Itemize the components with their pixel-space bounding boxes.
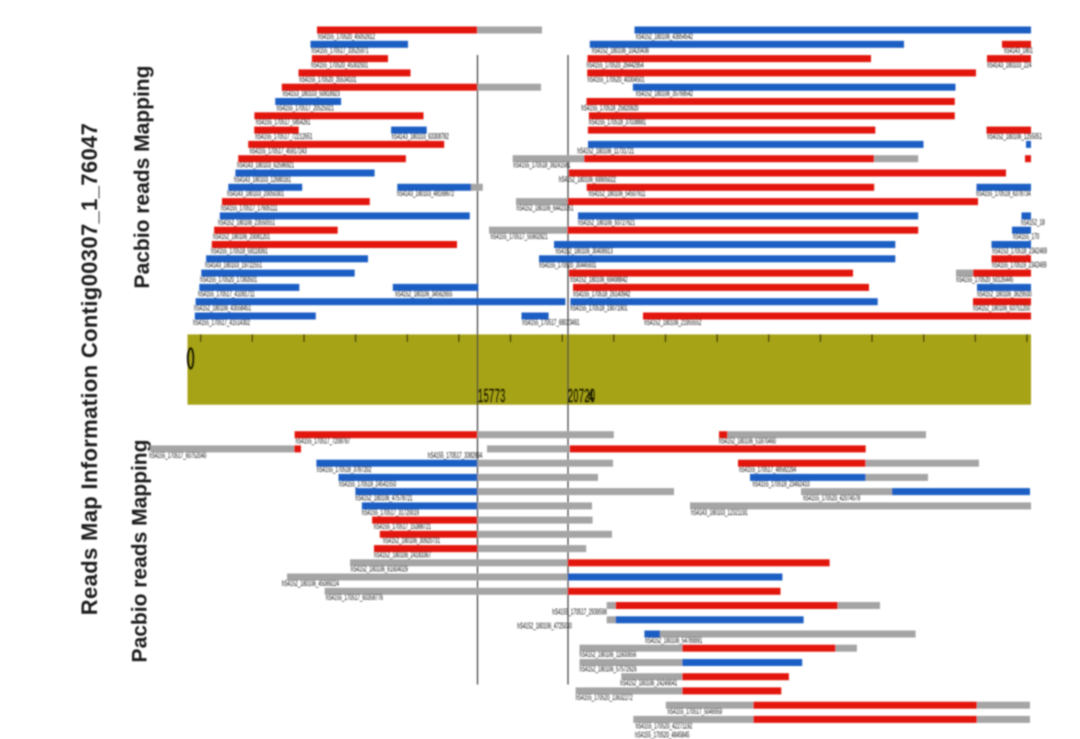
svg-text:hS4155_170520_45052612: hS4155_170520_45052612 [318, 33, 375, 42]
svg-text:hS4152_180106_24183367: hS4152_180106_24183367 [374, 551, 431, 560]
svg-text:hS4155_170520_17363501: hS4155_170520_17363501 [200, 276, 257, 285]
svg-text:hS4152_180106_1255051: hS4152_180106_1255051 [987, 133, 1042, 142]
svg-text:hS4152_18: hS4152_18 [1021, 219, 1045, 228]
svg-text:hS4152_180106_23550551: hS4152_180106_23550551 [218, 219, 275, 228]
svg-text:hS4155_170520_42271192: hS4155_170520_42271192 [636, 722, 693, 731]
svg-text:Reads Map Information Contig00: Reads Map Information Contig00307_1_7604… [77, 123, 102, 615]
svg-text:hS4152_180106_30920731: hS4152_180106_30920731 [383, 537, 440, 546]
svg-text:hS4155_170517_60752040: hS4155_170517_60752040 [149, 452, 206, 461]
svg-text:hS4155_170517_15388721: hS4155_170517_15388721 [374, 523, 431, 532]
svg-text:hS4155_170517_72212651: hS4155_170517_72212651 [255, 133, 312, 142]
svg-text:hS4155_170517_5854261: hS4155_170517_5854261 [256, 119, 311, 128]
svg-text:hS4152_180106_10420436: hS4152_180106_10420436 [592, 47, 649, 56]
svg-text:hS4155_170: hS4155_170 [1013, 233, 1039, 242]
svg-text:15773: 15773 [478, 386, 506, 408]
svg-text:hS4155_170518_24541550: hS4155_170518_24541550 [339, 480, 396, 489]
svg-text:hS4155_170517_68023461: hS4155_170517_68023461 [522, 319, 579, 328]
svg-text:hS4155_170518_37038881: hS4155_170518_37038881 [589, 119, 646, 128]
svg-text:hS4155_170518_3787202: hS4155_170518_3787202 [317, 466, 372, 475]
svg-text:hS4143_180103_48169672: hS4143_180103_48169672 [397, 190, 454, 199]
svg-text:hS4155_170517_33525971: hS4155_170517_33525971 [312, 47, 369, 56]
svg-text:hS4155_170517_2939598: hS4155_170517_2939598 [552, 608, 607, 617]
svg-text:hS4155_170520_45302931: hS4155_170520_45302931 [311, 61, 368, 70]
svg-text:hS4155_170520_26442954: hS4155_170520_26442954 [587, 61, 644, 70]
svg-text:hS4155_170520_30445931: hS4155_170520_30445931 [539, 262, 596, 271]
svg-text:hS4143_180103_12321191: hS4143_180103_12321191 [691, 509, 748, 518]
svg-text:hS4152_180106_43954542: hS4152_180106_43954542 [636, 33, 693, 42]
svg-text:hS4143_180103_12680161: hS4143_180103_12680161 [234, 176, 291, 185]
svg-text:hS4152_180106_47578721: hS4152_180106_47578721 [355, 494, 412, 503]
svg-text:Pacbio reads Mapping: Pacbio reads Mapping [129, 440, 152, 663]
svg-text:20720: 20720 [568, 386, 596, 408]
svg-text:hS4155_170517_3382894: hS4155_170517_3382894 [428, 452, 483, 461]
svg-text:hS4155_170517_41514302: hS4155_170517_41514302 [193, 319, 250, 328]
svg-text:hS4155_170517_48582294: hS4155_170517_48582294 [739, 466, 796, 475]
svg-text:hS4152_180106_30408913: hS4152_180106_30408913 [556, 247, 613, 256]
svg-text:hS4155_170518_25820920: hS4155_170518_25820920 [581, 104, 638, 113]
svg-text:hS4153_170518_2342469: hS4153_170518_2342469 [992, 247, 1047, 256]
svg-text:hS4155_170518_6378734: hS4155_170518_6378734 [976, 190, 1031, 199]
svg-text:hS4155_170517_5046959: hS4155_170517_5046959 [668, 708, 723, 717]
svg-text:hS4152_180106_43558451: hS4152_180106_43558451 [194, 304, 251, 313]
svg-text:hS4155_170517_17605111: hS4155_170517_17605111 [221, 204, 278, 213]
svg-text:hS4143_1801: hS4143_1801 [1004, 47, 1033, 56]
svg-text:hS4152_180106_11600656: hS4152_180106_11600656 [580, 651, 637, 660]
svg-text:hS4155_170517_41091711: hS4155_170517_41091711 [198, 290, 255, 299]
svg-text:hS4155_170520_40304501: hS4155_170520_40304501 [588, 76, 645, 85]
svg-text:hS4153_180103_50818923: hS4153_180103_50818923 [283, 90, 340, 99]
svg-text:hS4152_180106_34562655: hS4152_180106_34562655 [395, 290, 452, 299]
svg-text:hS4152_180106_61604029: hS4152_180106_61604029 [351, 566, 408, 575]
svg-text:hS4152_180106_69905022: hS4152_180106_69905022 [559, 176, 616, 185]
svg-text:hS4152_180106_93727621: hS4152_180106_93727621 [578, 219, 635, 228]
svg-text:hS4152_180106_63751200: hS4152_180106_63751200 [973, 304, 1030, 313]
svg-text:hS4152_180106_51870460: hS4152_180106_51870460 [719, 437, 776, 446]
svg-text:hS4143_180103_62596921: hS4143_180103_62596921 [237, 161, 294, 170]
svg-text:hS4152_180106_21955552: hS4152_180106_21955552 [644, 319, 701, 328]
svg-text:hS4155_170520_13632272: hS4155_170520_13632272 [576, 694, 633, 703]
svg-text:hS4152_180106_54789991: hS4152_180106_54789991 [645, 637, 702, 646]
svg-text:hS4155_170520_4845845: hS4155_170520_4845845 [635, 731, 690, 739]
svg-text:hS4155_170520_42074578: hS4155_170520_42074578 [803, 494, 860, 503]
svg-text:hS4152_180106_24249041: hS4152_180106_24249041 [620, 679, 677, 688]
svg-text:Pacbio reads Mapping: Pacbio reads Mapping [131, 66, 154, 289]
svg-text:hS4152_180106_3629500: hS4152_180106_3629500 [977, 290, 1032, 299]
svg-text:hS4152_180106_20081201: hS4152_180106_20081201 [213, 233, 270, 242]
svg-text:hS4155_170518_23462410: hS4155_170518_23462410 [753, 480, 810, 489]
svg-text:hS4152_180106_57572626: hS4152_180106_57572626 [580, 665, 637, 674]
svg-text:hS4155_170517_31720019: hS4155_170517_31720019 [362, 509, 419, 518]
svg-text:hS4152_180106_45089224: hS4152_180106_45089224 [282, 580, 339, 589]
svg-text:hS4155_170518_19071901: hS4155_170518_19071901 [570, 304, 627, 313]
svg-text:hS4143_180103_224: hS4143_180103_224 [987, 61, 1031, 70]
svg-text:hS4155_170517_45917243: hS4155_170517_45917243 [250, 147, 307, 156]
svg-text:hS4155_170518_59118361: hS4155_170518_59118361 [211, 247, 268, 256]
svg-text:hS4155_170519_2342469: hS4155_170519_2342469 [992, 262, 1047, 271]
svg-text:hS4143_180103_63308782: hS4143_180103_63308782 [392, 133, 449, 142]
svg-text:4: 4 [588, 386, 594, 408]
svg-text:hS4155_170517_60358776: hS4155_170517_60358776 [326, 594, 383, 603]
svg-text:hS4152_180106_69498842: hS4152_180106_69498842 [570, 276, 627, 285]
svg-text:hS4152_180106_11731721: hS4152_180106_11731721 [577, 147, 634, 156]
svg-text:hS4155_170518_36241581: hS4155_170518_36241581 [513, 161, 570, 170]
svg-text:hS4152_180106_54507611: hS4152_180106_54507611 [589, 190, 646, 199]
svg-text:hS4152_180106_35769542: hS4152_180106_35769542 [636, 90, 693, 99]
svg-text:hS4155_170517_7208767: hS4155_170517_7208767 [296, 437, 351, 446]
svg-text:hS4152_180106_64423351: hS4152_180106_64423351 [517, 204, 574, 213]
svg-text:hS4155_170520_35534101: hS4155_170520_35534101 [299, 76, 356, 85]
svg-text:hS4143_180103_19722551: hS4143_180103_19722551 [205, 262, 262, 271]
svg-text:hS4155_170517_55902821: hS4155_170517_55902821 [491, 233, 548, 242]
svg-text:hS4143_180103_20050301: hS4143_180103_20050301 [227, 190, 284, 199]
svg-text:hS4155_170518_26140942: hS4155_170518_26140942 [573, 290, 630, 299]
svg-text:hS4155_170517_20525021: hS4155_170517_20525021 [277, 104, 334, 113]
svg-text:hS4155_170520_50135445: hS4155_170520_50135445 [956, 276, 1013, 285]
svg-text:hS4152_180106_4725030: hS4152_180106_4725030 [517, 623, 572, 632]
